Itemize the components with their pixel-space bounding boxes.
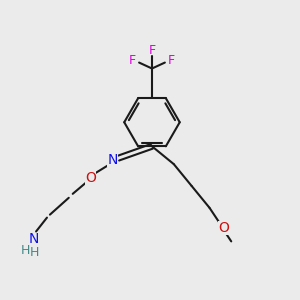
Text: O: O — [218, 220, 229, 235]
Text: N: N — [29, 232, 39, 246]
Text: F: F — [129, 54, 136, 67]
Text: N: N — [107, 153, 118, 167]
Text: H: H — [20, 244, 30, 257]
Text: O: O — [85, 171, 96, 185]
Text: F: F — [168, 54, 175, 67]
Text: H: H — [29, 246, 39, 259]
Text: F: F — [148, 44, 155, 57]
